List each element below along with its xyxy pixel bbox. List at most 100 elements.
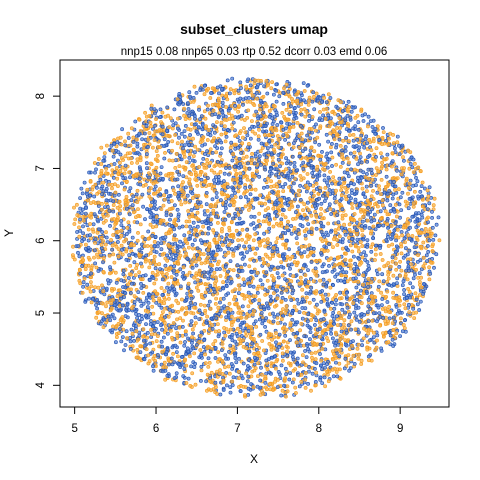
point-series-2 (283, 376, 288, 381)
point-series-1 (127, 253, 132, 258)
point-series-1 (191, 331, 196, 336)
point-series-1 (221, 286, 226, 291)
point-series-1 (344, 245, 349, 250)
point-series-2 (327, 323, 332, 328)
point-series-2 (334, 292, 339, 297)
point-series-1 (104, 198, 109, 203)
point-series-1 (147, 210, 152, 214)
point-series-2 (291, 99, 296, 104)
point-series-1 (206, 231, 211, 236)
point-series-1 (254, 109, 259, 114)
point-series-1 (417, 308, 422, 312)
point-series-1 (93, 261, 98, 266)
point-series-1 (291, 141, 296, 146)
point-series-1 (234, 245, 239, 250)
point-series-2 (368, 202, 373, 206)
point-series-1 (185, 193, 190, 198)
point-series-1 (397, 264, 402, 269)
point-series-2 (264, 79, 269, 83)
point-series-2 (318, 212, 323, 217)
point-series-1 (220, 100, 225, 105)
point-series-1 (233, 339, 238, 344)
point-series-1 (124, 232, 129, 236)
point-series-1 (212, 130, 217, 135)
point-series-1 (164, 190, 169, 195)
point-series-1 (134, 253, 138, 258)
point-series-2 (198, 302, 203, 307)
point-series-2 (237, 131, 242, 136)
point-series-1 (345, 171, 350, 176)
point-series-1 (182, 233, 187, 238)
point-series-1 (202, 83, 207, 88)
point-series-1 (315, 177, 320, 182)
point-series-2 (136, 207, 140, 212)
point-series-2 (265, 83, 270, 88)
point-series-1 (381, 279, 386, 284)
point-series-1 (275, 265, 280, 270)
point-series-1 (375, 333, 380, 338)
point-series-2 (391, 328, 396, 333)
point-series-2 (175, 141, 180, 146)
point-series-1 (118, 308, 122, 313)
point-series-1 (190, 242, 195, 247)
point-series-1 (390, 235, 395, 240)
point-series-1 (279, 264, 284, 269)
point-series-2 (218, 169, 223, 174)
point-series-2 (209, 370, 214, 375)
point-series-1 (322, 173, 327, 178)
point-series-2 (381, 130, 386, 135)
point-series-2 (211, 228, 216, 233)
point-series-1 (283, 366, 288, 371)
point-series-1 (182, 134, 187, 139)
point-series-2 (126, 287, 131, 292)
point-series-2 (141, 334, 146, 339)
point-series-1 (283, 182, 288, 186)
point-series-2 (191, 154, 196, 159)
point-series-2 (337, 261, 342, 266)
point-series-1 (189, 319, 194, 324)
point-series-1 (148, 215, 153, 220)
point-series-1 (312, 366, 317, 371)
point-series-1 (289, 298, 294, 303)
point-series-1 (280, 295, 285, 300)
point-series-1 (373, 127, 378, 131)
point-series-1 (187, 142, 191, 147)
point-series-1 (245, 364, 250, 368)
point-series-2 (190, 371, 195, 376)
point-series-1 (414, 297, 419, 302)
point-series-1 (418, 299, 423, 304)
point-series-2 (284, 308, 289, 312)
point-series-2 (131, 148, 136, 153)
point-series-1 (385, 300, 390, 304)
point-series-1 (355, 175, 360, 180)
point-series-1 (181, 146, 185, 151)
point-series-2 (250, 171, 255, 176)
point-series-1 (388, 333, 393, 338)
point-series-1 (165, 285, 170, 290)
point-series-2 (192, 125, 197, 130)
point-series-1 (351, 144, 356, 149)
point-series-2 (110, 243, 115, 248)
point-series-2 (201, 252, 206, 257)
point-series-2 (362, 211, 367, 216)
point-series-2 (387, 229, 392, 234)
point-series-2 (89, 211, 94, 216)
point-series-2 (379, 177, 384, 182)
point-series-2 (348, 258, 353, 263)
point-series-1 (391, 315, 396, 320)
point-series-2 (303, 370, 308, 375)
point-series-2 (335, 323, 340, 328)
point-series-1 (248, 136, 253, 141)
point-series-2 (173, 133, 178, 137)
point-series-2 (192, 351, 197, 356)
chart-subtitle: nnp15 0.08 nnp65 0.03 rtp 0.52 dcorr 0.0… (121, 46, 388, 58)
point-series-2 (231, 268, 236, 273)
point-series-2 (206, 103, 210, 108)
point-series-1 (160, 293, 165, 297)
point-series-1 (249, 382, 254, 387)
point-series-2 (167, 207, 172, 212)
point-series-2 (157, 128, 162, 133)
point-series-2 (149, 327, 154, 332)
point-series-1 (347, 315, 352, 320)
point-series-1 (234, 221, 239, 226)
